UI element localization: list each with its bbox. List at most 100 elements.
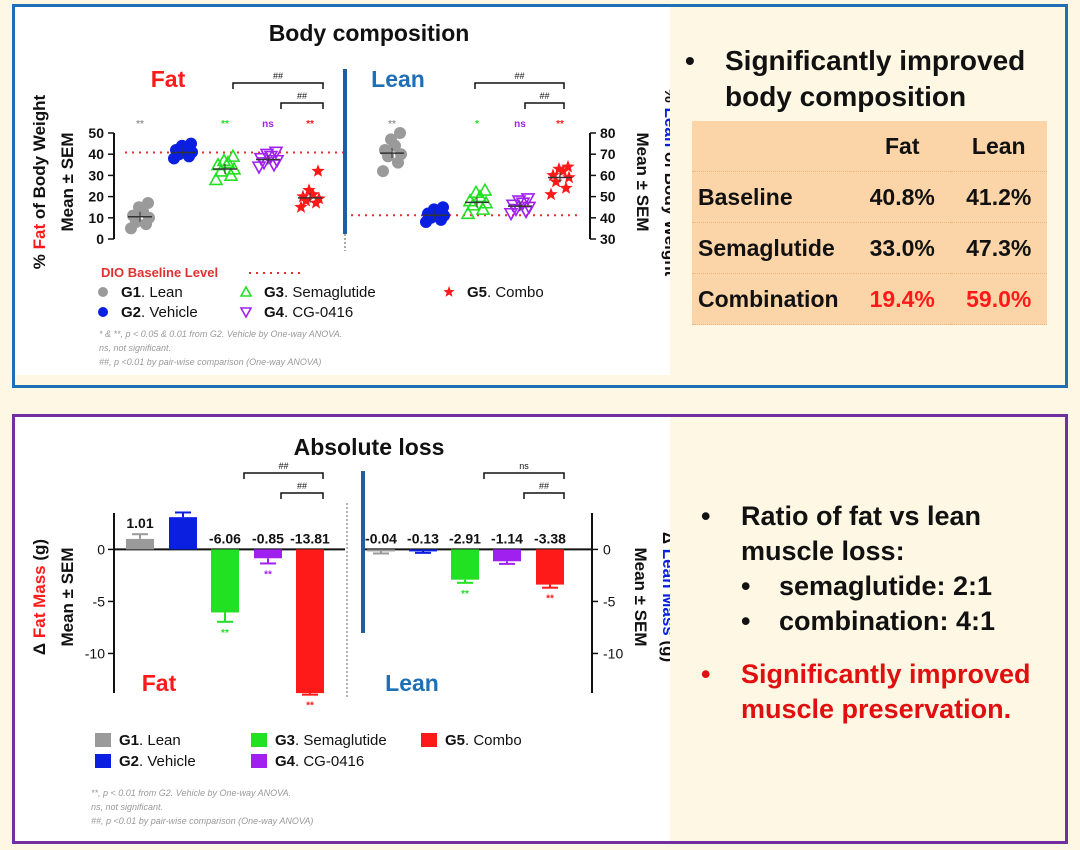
legend-group-id: G2 bbox=[121, 304, 141, 321]
fat-point-g5 bbox=[306, 187, 320, 201]
fat-y-tick-label: 10 bbox=[88, 210, 104, 226]
lean-point-g1 bbox=[395, 148, 407, 161]
fat-bracket-g3-g5-label: ## bbox=[278, 461, 288, 471]
lean-point-g1 bbox=[394, 127, 406, 139]
lean-value-label-g1: -0.04 bbox=[365, 530, 397, 546]
lean-y-tick-label: -5 bbox=[603, 593, 616, 609]
lean-value-label-g3: -2.91 bbox=[449, 530, 481, 546]
bottom-bullet-preservation-text: Significantly improved muscle preservati… bbox=[741, 659, 1031, 724]
fat-bar-g5 bbox=[296, 549, 324, 694]
lean-mass-y-axis-label: Δ Lean Mass (g) bbox=[659, 532, 670, 662]
legend-entry-g4: G4. CG-0416 bbox=[275, 753, 364, 770]
lean-y-axis-label-prefix: % bbox=[661, 88, 670, 108]
lean-point-g5 bbox=[559, 181, 573, 194]
legend-group-label: . Combo bbox=[487, 284, 544, 301]
top-bullet: • Significantly improved body composition bbox=[679, 43, 1059, 115]
legend-entry-g1: G1. Lean bbox=[119, 732, 181, 749]
summary-header-lean: Lean bbox=[950, 121, 1047, 172]
lean-point-g3 bbox=[460, 205, 476, 220]
fat-bracket-g4-g5 bbox=[280, 492, 324, 499]
lean-y-axis-label-lean: Lean bbox=[661, 108, 670, 148]
lean-point-g4 bbox=[511, 195, 527, 209]
legend-group-label: . Vehicle bbox=[141, 304, 198, 321]
lean-point-g2 bbox=[437, 201, 449, 214]
fat-bar-g4 bbox=[254, 549, 282, 559]
legend-group-label: . Lean bbox=[141, 284, 183, 301]
fat-point-g3 bbox=[213, 163, 229, 177]
fat-mass-label-delta: Δ bbox=[30, 638, 49, 655]
fat-panel-title: Fat bbox=[151, 66, 186, 92]
bullet-dot: • bbox=[701, 659, 711, 689]
lean-point-g1 bbox=[385, 133, 397, 146]
fat-bracket-g3-g5 bbox=[232, 82, 324, 89]
fat-point-g3 bbox=[225, 148, 241, 162]
legend-swatch-g4 bbox=[251, 754, 267, 768]
lean-point-g5 bbox=[561, 159, 575, 173]
summary-row-combination: Combination 19.4% 59.0% bbox=[692, 273, 1047, 325]
top-bullet-text: Significantly improved body composition bbox=[725, 45, 1026, 112]
body-composition-chart-area: Body composition Fat Lean % Fat of Body … bbox=[15, 7, 680, 375]
lean-bracket-g3-g5 bbox=[483, 472, 565, 479]
bottom-legend: G1. Lean G2. Vehicle G3. Semaglutide G4. CG… bbox=[95, 732, 522, 770]
fat-mass-y-axis-sublabel: Mean ± SEM bbox=[58, 547, 77, 646]
summary-cell-fat: 19.4% bbox=[854, 273, 951, 325]
fat-sig-g5: ** bbox=[306, 701, 314, 712]
lean-y-tick-label: 50 bbox=[600, 189, 616, 205]
lean-sig-g5: ** bbox=[546, 594, 554, 605]
lean-mass-label-lean: Lean Mass bbox=[659, 549, 670, 636]
fat-bracket-g4-g5 bbox=[280, 102, 324, 109]
bullet-dot: • bbox=[701, 501, 711, 531]
bottom-footnote-3: ##, p <0.01 by pair-wise comparison (One… bbox=[91, 816, 313, 826]
fat-point-g5 bbox=[302, 183, 316, 196]
fat-mass-label-fat: Fat Mass bbox=[30, 565, 49, 638]
legend-marker-g5 bbox=[443, 286, 455, 297]
lean-value-label-g4: -1.14 bbox=[491, 530, 523, 546]
legend-entry-g5: G5. Combo bbox=[467, 284, 544, 301]
legend-group-id: G2 bbox=[119, 753, 139, 770]
fat-point-g1 bbox=[133, 201, 145, 214]
summary-header-fat: Fat bbox=[854, 121, 951, 172]
chart-title: Absolute loss bbox=[294, 434, 445, 460]
summary-row-label: Semaglutide bbox=[692, 222, 854, 274]
panel-divider bbox=[361, 471, 365, 633]
lean-point-g5 bbox=[544, 187, 558, 201]
lean-point-g5 bbox=[552, 162, 566, 175]
fat-point-g5 bbox=[296, 189, 310, 203]
absolute-loss-chart-area: Absolute loss Fat Lean Δ Fat Mass (g) Me… bbox=[15, 417, 678, 841]
lean-y-tick-label: 80 bbox=[600, 125, 616, 141]
bottom-footnote-1: **, p < 0.01 from G2. Vehicle by One-way… bbox=[91, 788, 291, 798]
legend-group-label: . Vehicle bbox=[139, 753, 196, 770]
summary-header-empty bbox=[692, 121, 854, 172]
lean-sig-g3: ** bbox=[461, 589, 469, 600]
lean-bracket-g4-g5 bbox=[523, 492, 565, 499]
legend-group-id: G5 bbox=[445, 732, 465, 749]
absolute-loss-plot: 0 0 -5 -5 -10 -10 1.01 -6.06 ** -0.85 ** -13.81 ** -0… bbox=[85, 461, 624, 712]
lean-point-g3 bbox=[472, 188, 488, 203]
fat-sig-g3: ** bbox=[221, 119, 229, 130]
legend-entry-g3: G3. Semaglutide bbox=[275, 732, 387, 749]
legend-swatch-g3 bbox=[251, 733, 267, 747]
lean-bar-g3 bbox=[451, 549, 479, 580]
legend-group-id: G4 bbox=[264, 304, 285, 321]
fat-y-axis-label-fat: Fat bbox=[30, 224, 49, 250]
legend-entry-g2: G2. Vehicle bbox=[121, 304, 198, 321]
legend-entry-g1: G1. Lean bbox=[121, 284, 183, 301]
fat-y-tick-label: -10 bbox=[85, 645, 105, 661]
fat-mass-y-axis-label: Δ Fat Mass (g) bbox=[30, 539, 49, 655]
bullet-dot: • bbox=[741, 571, 751, 601]
fat-value-label-g3: -6.06 bbox=[209, 530, 241, 546]
fat-panel-title: Fat bbox=[142, 670, 177, 696]
chart-title: Body composition bbox=[269, 20, 470, 46]
fat-y-tick-label: 20 bbox=[88, 189, 104, 205]
lean-y-tick-label: 30 bbox=[600, 231, 616, 247]
legend-entry-g4: G4. CG-0416 bbox=[264, 304, 353, 321]
bullet-dot: • bbox=[685, 45, 695, 76]
fat-bracket-g4-g5-label: ## bbox=[297, 91, 307, 101]
baseline-legend-label: DIO Baseline Level bbox=[101, 265, 218, 280]
summary-row-semaglutide: Semaglutide 33.0% 47.3% bbox=[692, 222, 1047, 274]
fat-sig-g4: ** bbox=[264, 569, 272, 580]
absolute-loss-panel: Absolute loss Fat Lean Δ Fat Mass (g) Me… bbox=[12, 414, 1068, 844]
legend-marker-g3 bbox=[239, 285, 253, 297]
legend-entry-g2: G2. Vehicle bbox=[119, 753, 196, 770]
